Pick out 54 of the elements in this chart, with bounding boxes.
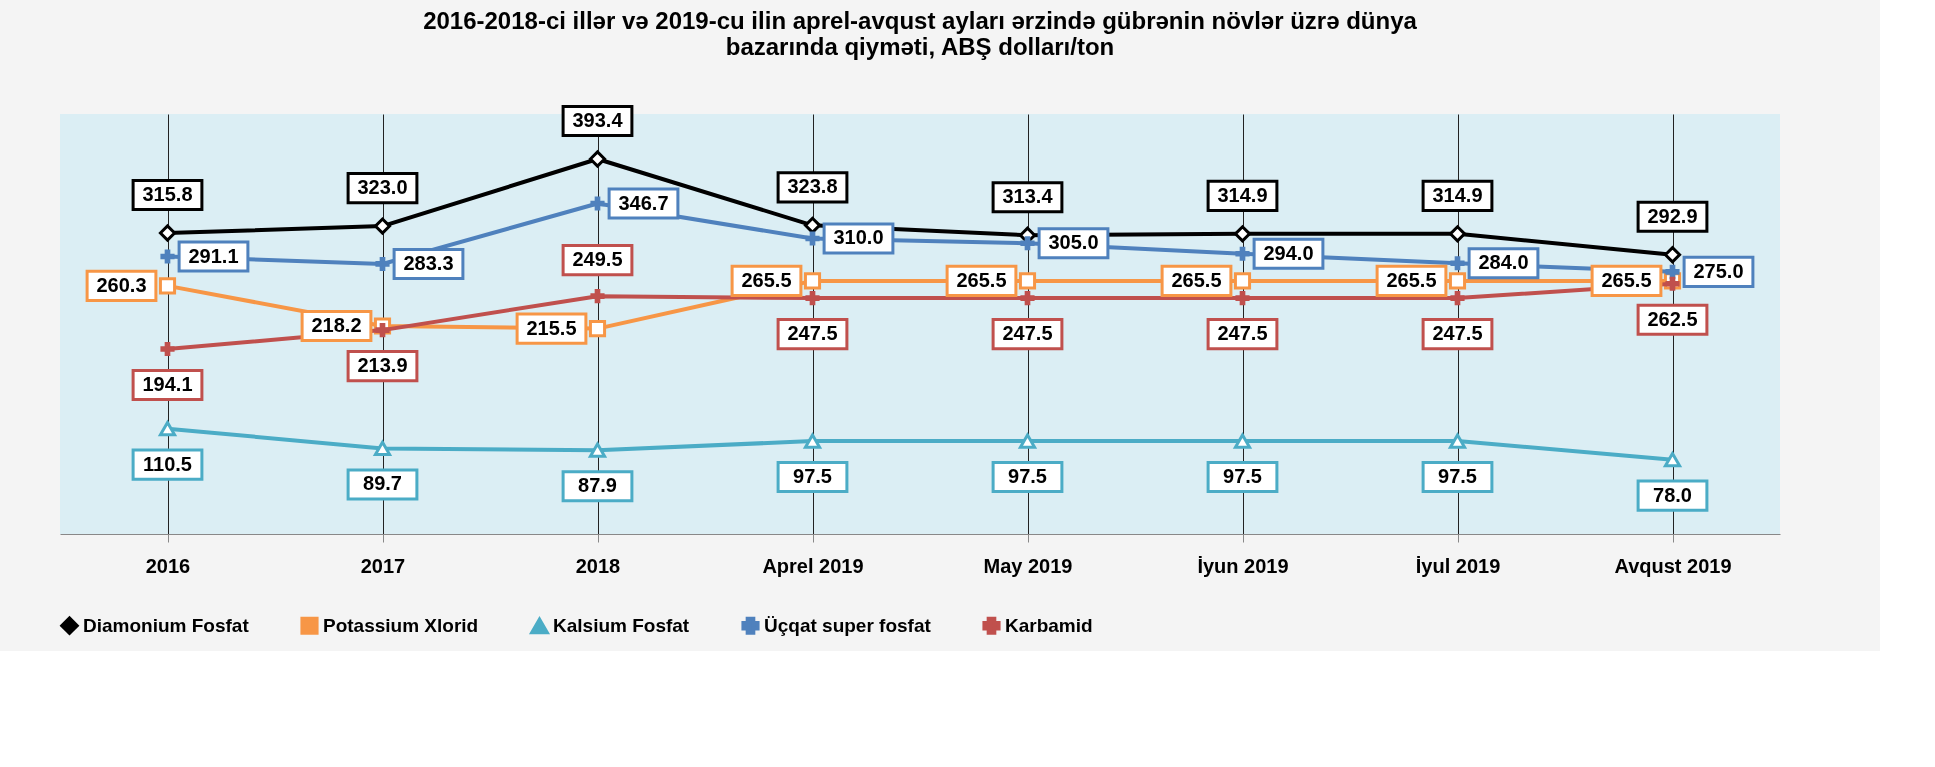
x-tick-label: 2018 [575, 554, 621, 577]
data-label: 249.5 [572, 248, 623, 271]
data-label: 265.5 [741, 268, 792, 291]
data-label: 314.9 [1217, 183, 1268, 206]
data-label: 265.5 [1386, 268, 1437, 291]
x-tick-label: 2016 [145, 554, 191, 577]
data-label: 97.5 [1223, 465, 1262, 488]
x-tick-label: İyul 2019 [1415, 554, 1501, 577]
x-tick-label: May 2019 [983, 554, 1073, 577]
data-label: 294.0 [1263, 241, 1314, 264]
data-label: 291.1 [188, 244, 239, 267]
x-tick-label: 2017 [360, 554, 406, 577]
legend-label: Diamonium Fosfat [83, 614, 250, 636]
data-label: 247.5 [1432, 322, 1483, 345]
data-label: 323.0 [357, 176, 408, 199]
data-label: 78.0 [1653, 483, 1692, 506]
data-label: 315.8 [142, 182, 193, 205]
data-label: 247.5 [1217, 322, 1268, 345]
chart-title: 2016-2018-ci illər və 2019-cu ilin aprel-avqust ayları ərzində gübrənin növlər üzrə dünya bazarında qiyməti, ABŞ dolları/ton [423, 7, 1418, 61]
data-label: 292.9 [1647, 204, 1698, 227]
legend-label: Karbamid [1005, 614, 1093, 636]
data-label: 265.5 [956, 268, 1007, 291]
data-label: 283.3 [403, 251, 454, 274]
data-label: 89.7 [363, 472, 402, 495]
data-label: 215.5 [526, 316, 577, 339]
data-label: 213.9 [357, 354, 408, 377]
data-label: 310.0 [833, 226, 884, 249]
data-label: 314.9 [1432, 183, 1483, 206]
data-label: 265.5 [1171, 268, 1222, 291]
data-label: 97.5 [1008, 465, 1047, 488]
legend-label: Potassium Xlorid [323, 614, 479, 636]
data-label: 313.4 [1002, 185, 1054, 208]
data-label: 97.5 [1438, 465, 1477, 488]
data-label: 260.3 [96, 273, 147, 296]
x-tick-label: İyun 2019 [1197, 554, 1289, 577]
data-label: 110.5 [143, 452, 192, 475]
data-label: 247.5 [787, 322, 838, 345]
data-label: 87.9 [578, 474, 617, 497]
data-label: 265.5 [1601, 268, 1652, 291]
data-label: 218.2 [311, 314, 362, 337]
legend-label: Kalsium Fosfat [553, 615, 690, 637]
legend-label: Üçqat super fosfat [764, 614, 932, 636]
data-label: 305.0 [1048, 231, 1099, 254]
data-label: 275.0 [1693, 259, 1744, 282]
data-label: 262.5 [1647, 307, 1698, 330]
x-tick-label: Avqust 2019 [1614, 554, 1732, 577]
data-label: 346.7 [618, 191, 669, 214]
x-tick-label: Aprel 2019 [762, 554, 864, 577]
data-label: 393.4 [572, 109, 624, 131]
data-label: 247.5 [1002, 322, 1053, 345]
data-label: 323.8 [787, 175, 838, 198]
data-label: 97.5 [793, 465, 832, 488]
data-label: 284.0 [1478, 251, 1529, 274]
data-label: 194.1 [142, 372, 193, 395]
